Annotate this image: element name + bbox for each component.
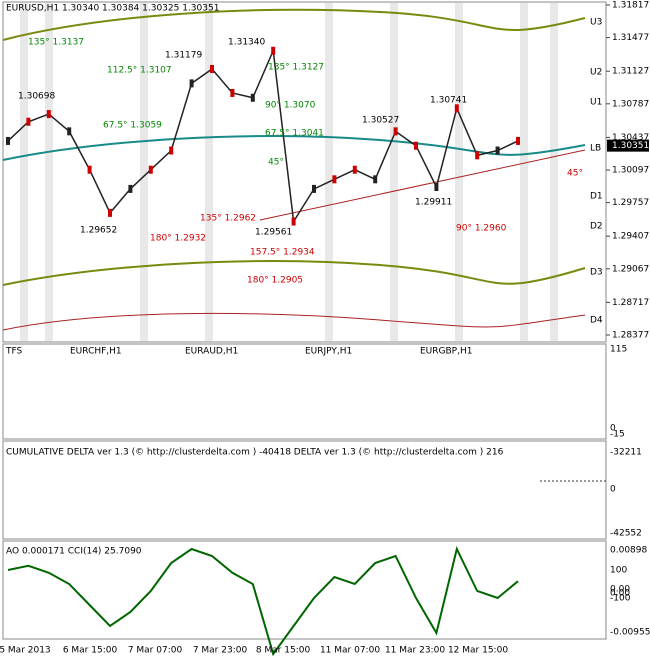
candle — [46, 110, 51, 119]
level-label: 180° 1.2932 — [150, 234, 206, 244]
level-label: 45° — [567, 169, 583, 179]
price-tick-label: 1.30437 — [612, 133, 649, 143]
level-label: 157.5° 1.2934 — [250, 248, 315, 258]
axis-label: 0 — [610, 485, 616, 495]
axis-label: 0.00 — [610, 585, 630, 595]
candle — [210, 64, 214, 73]
price-tick-label: 1.29757 — [612, 198, 649, 208]
cci-line — [7, 546, 519, 657]
candle — [230, 88, 235, 97]
band-label: D1 — [590, 192, 603, 202]
price-tick-label: 1.29067 — [612, 264, 649, 274]
candle — [475, 151, 480, 160]
axis-label: -42552 — [610, 529, 642, 539]
candle — [373, 175, 378, 184]
band-label: U3 — [590, 18, 602, 28]
price-line — [7, 47, 519, 224]
candle — [108, 208, 112, 217]
swing-label: 1.29652 — [80, 226, 117, 236]
price-tick-label: 1.31127 — [612, 67, 649, 77]
swing-label: 1.29561 — [255, 228, 292, 238]
level-label: 135° 1.3127 — [268, 63, 324, 73]
band-label: D2 — [590, 222, 603, 232]
band-label: LB — [590, 144, 601, 154]
candle — [271, 46, 276, 55]
band-label: U1 — [590, 98, 602, 108]
price-tick-label: 1.30787 — [612, 99, 649, 109]
time-label: 6 Mar 15:00 — [63, 646, 118, 656]
axis-label: 115 — [610, 345, 627, 355]
time-label: 8 Mar 15:00 — [256, 646, 311, 656]
candle — [495, 146, 500, 155]
candle — [312, 184, 316, 193]
candle — [128, 184, 133, 193]
candle — [516, 136, 520, 145]
current-price-box — [607, 139, 649, 152]
candle — [6, 136, 10, 145]
axis-label: -15 — [610, 430, 625, 440]
price-tick-label: 1.30097 — [612, 166, 649, 176]
candle — [87, 165, 92, 174]
band-label: D4 — [590, 316, 603, 326]
price-tick-label: 1.31817 — [612, 1, 649, 11]
candle — [189, 79, 194, 88]
panel-title: AO 0.000171 CCI(14) 25.7090 — [6, 547, 142, 557]
candle — [250, 93, 255, 102]
axis-label: -32211 — [610, 448, 642, 458]
swing-label: 1.31179 — [165, 51, 202, 61]
swing-label: 1.29911 — [415, 198, 452, 208]
swing-label: 1.30698 — [18, 92, 55, 102]
candle — [393, 127, 398, 136]
price-tick-label: 1.28717 — [612, 298, 649, 308]
panel-title: TFS — [5, 347, 23, 357]
level-label: 67.5° 1.3059 — [103, 121, 162, 131]
candle — [332, 175, 337, 184]
candle — [414, 141, 418, 150]
level-label: 90° 1.3070 — [265, 101, 316, 111]
level-label: 135° 1.2962 — [200, 214, 256, 224]
axis-label: -100 — [610, 594, 631, 604]
swing-label: 1.31340 — [228, 38, 265, 48]
time-label: 12 Mar 15:00 — [448, 646, 508, 656]
level-label: 67.5° 1.3041 — [265, 129, 324, 139]
axis-label: 0 — [610, 424, 616, 434]
band-label: U2 — [590, 68, 602, 78]
time-label: 7 Mar 07:00 — [128, 646, 183, 656]
time-label: 11 Mar 23:00 — [385, 646, 445, 656]
price-tick-label: 1.28377 — [612, 331, 649, 341]
candle — [67, 127, 72, 136]
candle — [26, 117, 31, 126]
axis-label: 0.00898 — [610, 546, 647, 556]
level-label: 112.5° 1.3107 — [107, 66, 172, 76]
candle — [352, 165, 357, 174]
price-tick-label: 1.29407 — [612, 232, 649, 242]
candle — [148, 165, 153, 174]
price-tick-label: 1.31477 — [612, 33, 649, 43]
panel-title: CUMULATIVE DELTA ver 1.3 (© http://clust… — [6, 448, 504, 458]
current-price: 1.30351 — [612, 141, 649, 151]
band-label: D3 — [590, 268, 603, 278]
axis-label: 100 — [610, 566, 627, 576]
level-label: 180° 1.2905 — [247, 276, 303, 286]
axis-label: -0.009557 — [610, 628, 650, 638]
symbol-label: EURGBP,H1 — [420, 347, 472, 357]
time-label: 11 Mar 07:00 — [320, 646, 380, 656]
candle — [454, 104, 459, 113]
chart-header: EURUSD,H1 1.30340 1.30384 1.30325 1.3035… — [6, 4, 219, 14]
candle — [434, 182, 439, 191]
level-label: 90° 1.2960 — [456, 224, 507, 234]
swing-label: 1.30741 — [430, 96, 467, 106]
time-label: 7 Mar 23:00 — [193, 646, 248, 656]
swing-label: 1.30527 — [362, 116, 399, 126]
time-label: 5 Mar 2013 — [0, 646, 51, 656]
level-label: 135° 1.3137 — [28, 38, 84, 48]
symbol-label: EURCHF,H1 — [70, 347, 122, 357]
candle — [291, 217, 296, 226]
axis-label: 0.00 — [610, 589, 630, 599]
candle — [169, 146, 174, 155]
level-label: 45° — [268, 158, 284, 168]
symbol-label: EURJPY,H1 — [305, 347, 352, 357]
symbol-label: EURAUD,H1 — [185, 347, 238, 357]
